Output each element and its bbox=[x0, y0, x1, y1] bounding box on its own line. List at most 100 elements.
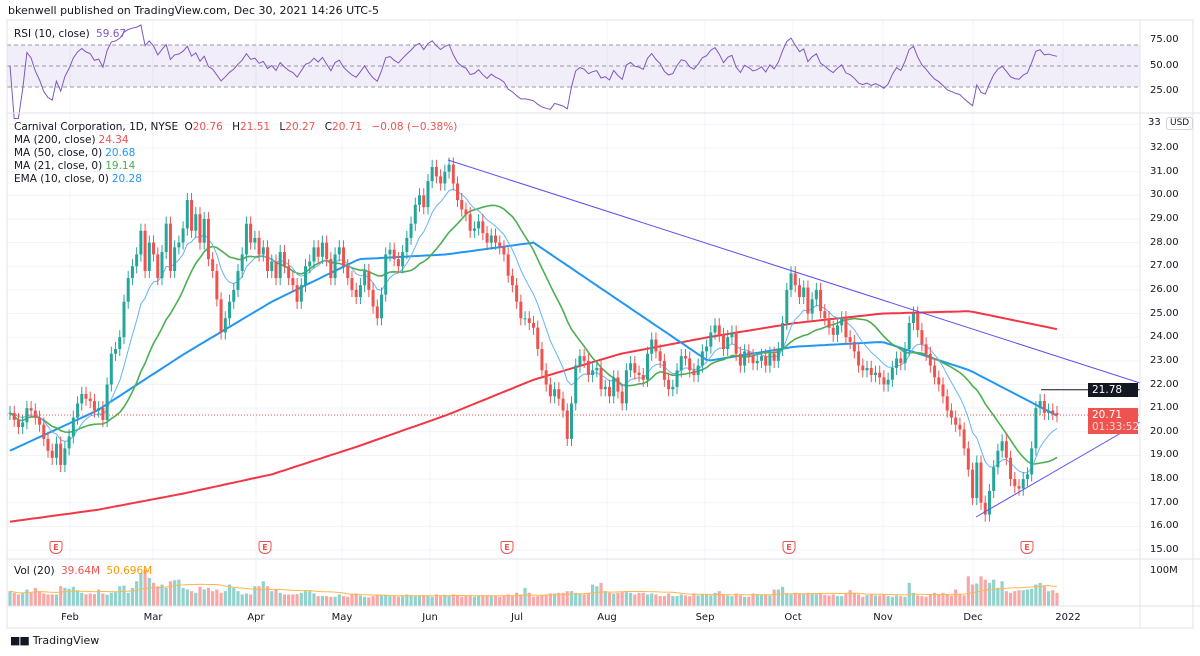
candle-body bbox=[346, 266, 350, 279]
volume-bar bbox=[894, 595, 899, 606]
volume-bar bbox=[692, 593, 696, 606]
price-tick: 16.00 bbox=[1150, 520, 1179, 532]
volume-bar bbox=[1055, 592, 1059, 606]
candle-body bbox=[1009, 457, 1013, 480]
candle-body bbox=[342, 247, 346, 267]
candle-body bbox=[679, 356, 683, 371]
candle-body bbox=[561, 398, 565, 411]
volume-bar bbox=[232, 587, 236, 606]
volume-bar bbox=[295, 594, 299, 606]
earnings-marker[interactable]: E bbox=[258, 541, 272, 554]
ascending-trendline[interactable] bbox=[975, 421, 1141, 518]
volume-bar bbox=[683, 595, 688, 606]
volume-bar bbox=[785, 593, 789, 606]
high-label: H bbox=[232, 121, 241, 133]
volume-bar bbox=[1046, 591, 1051, 606]
close-label: C bbox=[324, 121, 333, 133]
volume-bar bbox=[37, 591, 42, 606]
volume-bar bbox=[189, 591, 194, 606]
candle-body bbox=[177, 242, 181, 248]
price-tick: 31.00 bbox=[1150, 165, 1179, 177]
candle-body bbox=[920, 330, 924, 345]
currency-label[interactable]: USD bbox=[1166, 117, 1194, 130]
volume-bar bbox=[143, 569, 147, 606]
descending-trendline[interactable] bbox=[447, 159, 1141, 384]
candle-body bbox=[358, 285, 362, 297]
candle-body bbox=[603, 386, 607, 390]
candle-body bbox=[616, 377, 620, 392]
candle-body bbox=[996, 450, 1000, 468]
ema10-legend: EMA (10, close, 0) 20.28 bbox=[14, 173, 145, 185]
candle-body bbox=[941, 384, 945, 397]
candle-body bbox=[261, 247, 265, 255]
volume-bar bbox=[223, 591, 227, 606]
candle-body bbox=[396, 259, 400, 267]
candle-body bbox=[114, 349, 118, 354]
time-tick: Nov bbox=[873, 612, 893, 623]
volume-bar bbox=[548, 593, 552, 606]
volume-bar bbox=[553, 593, 557, 606]
earnings-marker[interactable]: E bbox=[782, 541, 796, 554]
candle-body bbox=[612, 377, 616, 397]
price-tick: 22.00 bbox=[1150, 378, 1179, 390]
candle-body bbox=[244, 223, 248, 255]
volume-bar bbox=[662, 596, 666, 606]
volume-bar bbox=[105, 594, 109, 606]
ma200-label: MA (200, close) bbox=[14, 134, 96, 146]
open-value: 20.76 bbox=[192, 121, 223, 133]
candle-body bbox=[734, 332, 738, 354]
volume-bar bbox=[363, 596, 367, 606]
candle-body bbox=[924, 344, 928, 354]
volume-bar bbox=[797, 593, 802, 606]
earnings-marker[interactable]: E bbox=[1020, 541, 1034, 554]
volume-bar bbox=[80, 592, 84, 606]
volume-bar bbox=[814, 594, 818, 606]
volume-bar bbox=[962, 595, 966, 606]
volume-bar bbox=[16, 594, 21, 606]
candle-body bbox=[971, 469, 975, 499]
candle-body bbox=[228, 301, 232, 319]
price-tick: 21.00 bbox=[1150, 402, 1179, 414]
volume-bar bbox=[278, 592, 282, 606]
candle-body bbox=[143, 230, 147, 271]
candle-body bbox=[8, 412, 12, 414]
candle-body bbox=[202, 218, 206, 243]
price-tick: 25.00 bbox=[1150, 307, 1179, 319]
volume-bar bbox=[312, 593, 316, 606]
candle-body bbox=[911, 313, 915, 324]
volume-bar bbox=[430, 596, 434, 606]
volume-bar bbox=[886, 596, 890, 606]
candle-body bbox=[354, 289, 358, 297]
volume-bar bbox=[595, 586, 599, 606]
candle-body bbox=[532, 323, 535, 328]
volume-bar bbox=[954, 589, 958, 606]
volume-bar bbox=[536, 596, 540, 606]
candle-body bbox=[498, 242, 502, 248]
candle-body bbox=[434, 166, 438, 177]
candle-body bbox=[637, 372, 641, 376]
candle-body bbox=[80, 393, 84, 404]
candle-body bbox=[992, 467, 996, 491]
volume-bar bbox=[84, 594, 88, 606]
volume-bar bbox=[156, 586, 160, 606]
volume-bar bbox=[624, 592, 628, 606]
candle-body bbox=[312, 247, 316, 262]
time-tick: Jul bbox=[510, 612, 524, 623]
earnings-marker[interactable]: E bbox=[500, 541, 514, 554]
candle-body bbox=[949, 410, 953, 418]
candle-body bbox=[211, 259, 215, 271]
footer-brand[interactable]: ■■ TradingView bbox=[10, 634, 99, 647]
candle-body bbox=[270, 261, 274, 271]
time-tick: Apr bbox=[247, 612, 265, 623]
volume-bar bbox=[983, 579, 987, 606]
candle-body bbox=[219, 299, 223, 333]
earnings-marker[interactable]: E bbox=[49, 541, 63, 554]
volume-bar bbox=[844, 592, 848, 606]
volume-bar bbox=[574, 592, 578, 606]
volume-bar bbox=[173, 580, 177, 606]
candle-body bbox=[869, 367, 873, 376]
candle-body bbox=[76, 403, 80, 418]
volume-bar bbox=[599, 582, 603, 606]
candle-body bbox=[540, 349, 544, 371]
